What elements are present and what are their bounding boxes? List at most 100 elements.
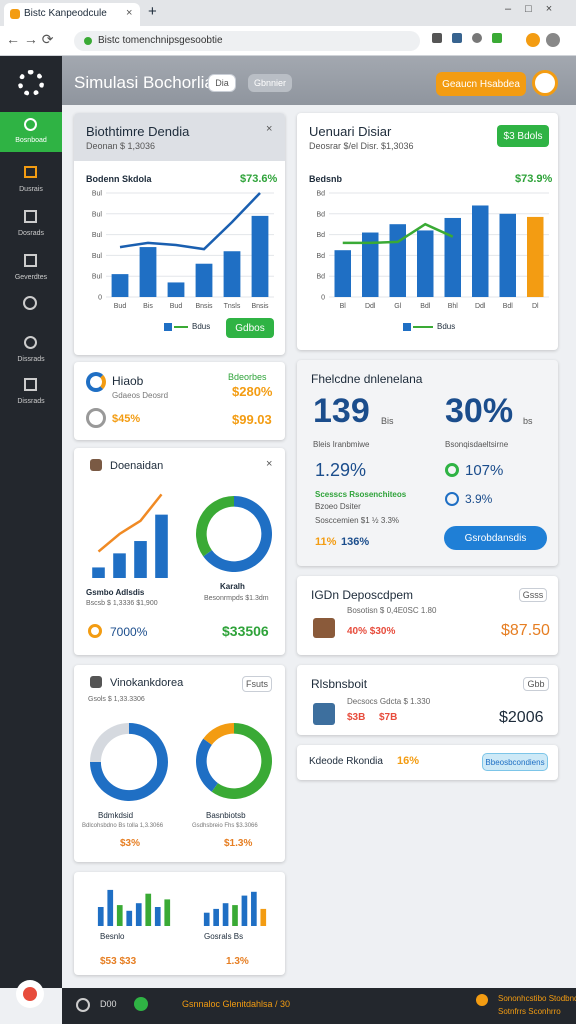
chart <box>97 889 171 926</box>
big-number: 139 <box>313 392 370 430</box>
icon <box>86 408 106 428</box>
label: Gsmbo Adlsdis <box>86 588 145 597</box>
header-chip[interactable]: Gbnnier <box>248 74 292 92</box>
nav-item[interactable]: Geverdtes <box>0 252 62 288</box>
profile-icon[interactable] <box>526 33 540 47</box>
x-tick-label: Bl <box>340 303 347 310</box>
nav-item[interactable]: Dusrais <box>0 164 62 200</box>
close[interactable]: × <box>266 458 273 470</box>
nav-icon <box>24 254 37 267</box>
y-tick-label: 0 <box>321 295 325 302</box>
bar <box>139 247 157 297</box>
bar <box>251 891 257 926</box>
stat: 1.29% <box>315 460 367 480</box>
bar <box>126 910 133 926</box>
legend-label: Bdus <box>437 322 456 331</box>
chart-value: $73.9% <box>515 173 553 185</box>
tab[interactable]: Bistc Kanpeodcule × <box>4 3 140 26</box>
value: $2006 <box>499 709 544 726</box>
window-controls[interactable]: –□× <box>505 3 567 15</box>
x-tick-label: Bis <box>143 303 153 310</box>
footer-text: Gsnnaloc Glenitdahlsa / 30 <box>182 999 291 1009</box>
bar <box>195 263 213 297</box>
bar <box>241 895 248 926</box>
nav-item[interactable]: Dissrads <box>0 334 62 370</box>
trend-line <box>119 192 261 251</box>
bar <box>527 216 544 297</box>
lock-icon <box>84 37 92 45</box>
x-tick-label: Bud <box>114 303 127 310</box>
card-title: Rlsbnsboit <box>311 677 368 691</box>
bar <box>164 899 171 926</box>
url-field[interactable]: Bistc tomenchnipsgesoobtie <box>74 31 420 51</box>
bar <box>116 905 123 926</box>
tab-icon <box>10 9 20 19</box>
close[interactable]: × <box>266 123 273 135</box>
card-button[interactable]: Gsrobdansdis <box>444 526 547 550</box>
x-tick-label: Ddl <box>365 303 376 310</box>
donut-slice <box>203 723 234 745</box>
y-tick-label: 0 <box>98 295 102 302</box>
user-avatar[interactable] <box>16 980 44 1008</box>
stat: 7000% <box>110 625 148 639</box>
bar <box>97 907 104 926</box>
label: Bosotisn $ 0,4E0SC 1.80 <box>347 606 437 615</box>
bar <box>251 215 269 297</box>
bar <box>499 213 516 297</box>
card-button[interactable]: Bbeosbcondiens <box>482 753 548 771</box>
card-button[interactable]: $3 Bdols <box>497 125 549 147</box>
x-tick-label: Bnsis <box>251 303 269 310</box>
y-tick-label: Bd <box>316 211 325 218</box>
bar <box>362 232 379 297</box>
extensions[interactable] <box>432 33 522 47</box>
nav-label: Dusrais <box>19 186 43 193</box>
chart <box>196 723 272 799</box>
bar <box>135 903 142 926</box>
nav-label: Dissrads <box>17 356 45 363</box>
bar <box>155 514 168 578</box>
nav-item[interactable]: Dosrads <box>0 208 62 244</box>
y-tick-label: Bul <box>92 274 103 281</box>
bar <box>232 905 238 926</box>
header-button[interactable]: Geaucn Hsabdea <box>436 72 526 96</box>
card-subtitle: Deonan $ 1,3036 <box>86 141 156 151</box>
value: 16% <box>397 755 420 767</box>
donut-slice <box>196 496 234 557</box>
card-subtitle: Deosrar $/el Disr. $1,3036 <box>309 141 414 151</box>
tab-bar: Bistc Kanpeodcule × + –□× <box>0 0 576 26</box>
address-bar: ← → ⟳ Bistc tomenchnipsgesoobtie <box>0 26 576 56</box>
logo <box>18 70 44 96</box>
bar <box>472 205 489 297</box>
card: Rlsbnsboit Gbb Decsocs Gdcta $ 1.330 $3B… <box>297 665 558 735</box>
chart <box>92 493 168 578</box>
nav-item[interactable]: Dissrads <box>0 376 62 412</box>
unit: bs <box>523 416 533 426</box>
header-chip[interactable]: Dia <box>208 74 236 92</box>
new-tab[interactable]: + <box>148 3 157 20</box>
card-button[interactable]: Gdbos <box>226 318 274 338</box>
nav-label: Dosrads <box>17 230 45 237</box>
card: Doenaidan × Gsmbo Adlsdis Bscsb $ 1,3336… <box>74 448 285 655</box>
chip[interactable]: Gbb <box>523 677 549 691</box>
trend-line <box>342 222 454 245</box>
bar <box>260 908 267 926</box>
value: 11% <box>315 536 337 548</box>
chip[interactable]: Fsuts <box>242 676 272 692</box>
value: $87.50 <box>501 622 550 639</box>
avatar[interactable] <box>546 33 560 47</box>
chip[interactable]: Gsss <box>519 588 547 602</box>
nav-buttons[interactable]: ← → ⟳ <box>6 31 54 47</box>
chart: 0 Bul Bul Bul Bul Bul Bud Bis Bud Bnsis Tnsls Bnsis <box>92 191 274 310</box>
header-avatar[interactable] <box>532 70 558 96</box>
chart-value: $73.6% <box>240 173 278 185</box>
bar <box>417 230 434 297</box>
search-icon[interactable] <box>23 296 37 310</box>
value: $99.03 <box>232 412 272 427</box>
nav-icon <box>24 210 37 223</box>
footer-text: D00 <box>100 999 117 1009</box>
label: Bdmkdsid <box>98 811 134 820</box>
value: $3% <box>120 838 141 849</box>
nav-item-active[interactable]: Bosnboad <box>0 112 62 152</box>
tab-close[interactable]: × <box>126 7 133 19</box>
nav-label: Bosnboad <box>15 137 47 144</box>
